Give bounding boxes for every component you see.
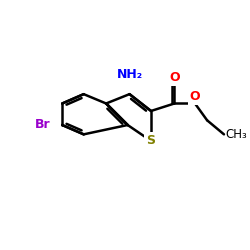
Text: Br: Br — [34, 118, 50, 132]
Text: S: S — [146, 134, 156, 147]
Text: CH₃: CH₃ — [226, 128, 248, 141]
Text: O: O — [169, 71, 180, 84]
Text: NH₂: NH₂ — [116, 68, 142, 81]
Text: O: O — [190, 90, 200, 102]
